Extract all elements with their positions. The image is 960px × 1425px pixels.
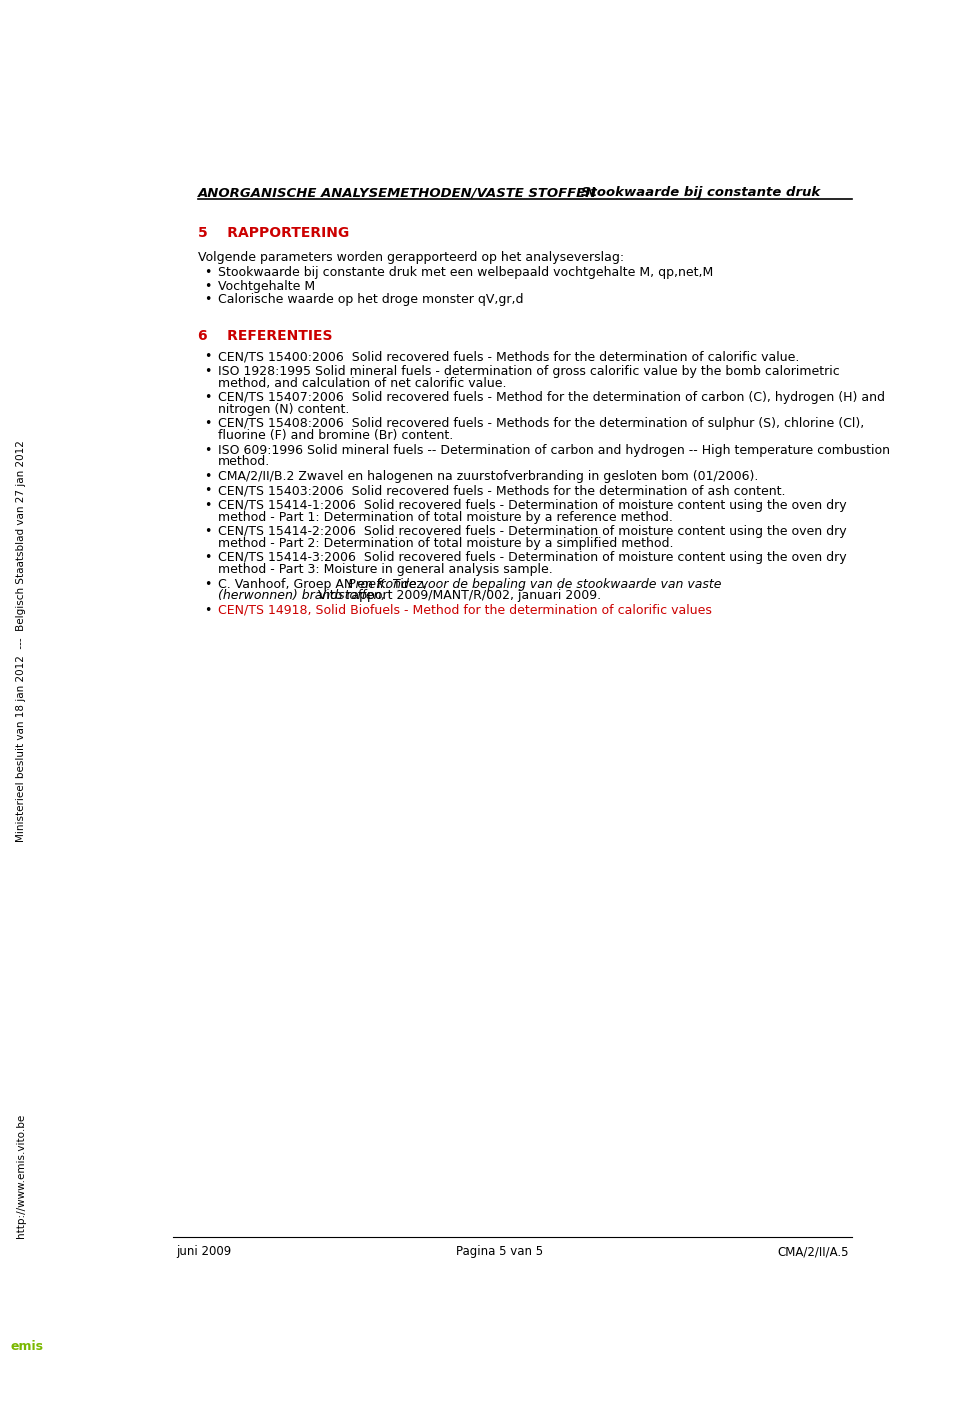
Text: 6    REFERENTIES: 6 REFERENTIES — [198, 329, 332, 343]
Text: CMA/2/II/B.2 Zwavel en halogenen na zuurstofverbranding in gesloten bom (01/2006: CMA/2/II/B.2 Zwavel en halogenen na zuur… — [218, 470, 758, 483]
Text: Proefronde voor de bepaling van de stookwaarde van vaste: Proefronde voor de bepaling van de stook… — [348, 577, 722, 590]
Text: •: • — [204, 292, 211, 305]
Text: Volgende parameters worden gerapporteerd op het analyseverslag:: Volgende parameters worden gerapporteerd… — [198, 251, 624, 264]
Text: CEN/TS 15414-2:2006  Solid recovered fuels - Determination of moisture content u: CEN/TS 15414-2:2006 Solid recovered fuel… — [218, 526, 847, 539]
Text: •: • — [204, 443, 211, 456]
Text: ISO 1928:1995 Solid mineral fuels - determination of gross calorific value by th: ISO 1928:1995 Solid mineral fuels - dete… — [218, 365, 839, 378]
Text: method - Part 1: Determination of total moisture by a reference method.: method - Part 1: Determination of total … — [218, 510, 673, 523]
Text: CEN/TS 15408:2006  Solid recovered fuels - Methods for the determination of sulp: CEN/TS 15408:2006 Solid recovered fuels … — [218, 418, 864, 430]
Text: •: • — [204, 604, 211, 617]
Text: •: • — [204, 266, 211, 279]
Text: CEN/TS 15407:2006  Solid recovered fuels - Method for the determination of carbo: CEN/TS 15407:2006 Solid recovered fuels … — [218, 392, 885, 405]
Text: fluorine (F) and bromine (Br) content.: fluorine (F) and bromine (Br) content. — [218, 429, 453, 442]
Text: CEN/TS 15400:2006  Solid recovered fuels - Methods for the determination of calo: CEN/TS 15400:2006 Solid recovered fuels … — [218, 351, 799, 363]
Text: Ministerieel besluit van 18 jan 2012  ---  Belgisch Staatsblad van 27 jan 2012: Ministerieel besluit van 18 jan 2012 ---… — [16, 440, 26, 842]
Text: CEN/TS 15403:2006  Solid recovered fuels - Methods for the determination of ash : CEN/TS 15403:2006 Solid recovered fuels … — [218, 485, 785, 497]
Text: •: • — [204, 526, 211, 539]
Text: method, and calculation of net calorific value.: method, and calculation of net calorific… — [218, 376, 506, 389]
Text: Stookwaarde bij constante druk met een welbepaald vochtgehalte M, qp,net,M: Stookwaarde bij constante druk met een w… — [218, 266, 713, 279]
Text: Vochtgehalte M: Vochtgehalte M — [218, 279, 315, 292]
Text: (herwonnen) brandstoffen,: (herwonnen) brandstoffen, — [218, 589, 385, 603]
Text: Pagina 5 van 5: Pagina 5 van 5 — [456, 1245, 543, 1258]
Text: method.: method. — [218, 455, 270, 469]
Text: ISO 609:1996 Solid mineral fuels -- Determination of carbon and hydrogen -- High: ISO 609:1996 Solid mineral fuels -- Dete… — [218, 443, 890, 456]
Text: •: • — [204, 279, 211, 292]
Text: •: • — [204, 418, 211, 430]
Text: http://www.emis.vito.be: http://www.emis.vito.be — [16, 1113, 26, 1238]
Text: CEN/TS 15414-1:2006  Solid recovered fuels - Determination of moisture content u: CEN/TS 15414-1:2006 Solid recovered fuel… — [218, 499, 847, 512]
Text: C. Vanhoof, Groep AN en K. Tirez,: C. Vanhoof, Groep AN en K. Tirez, — [218, 577, 431, 590]
Text: •: • — [204, 499, 211, 512]
Text: juni 2009: juni 2009 — [176, 1245, 231, 1258]
Text: nitrogen (N) content.: nitrogen (N) content. — [218, 403, 349, 416]
Text: 5    RAPPORTERING: 5 RAPPORTERING — [198, 227, 348, 241]
Text: •: • — [204, 392, 211, 405]
Text: •: • — [204, 351, 211, 363]
Text: method - Part 2: Determination of total moisture by a simplified method.: method - Part 2: Determination of total … — [218, 537, 673, 550]
Text: •: • — [204, 485, 211, 497]
Text: Calorische waarde op het droge monster qV,gr,d: Calorische waarde op het droge monster q… — [218, 292, 523, 305]
Text: Stookwaarde bij constante druk: Stookwaarde bij constante druk — [581, 187, 821, 200]
Text: Vito rapport 2009/MANT/R/002, januari 2009.: Vito rapport 2009/MANT/R/002, januari 20… — [314, 589, 601, 603]
Text: •: • — [204, 551, 211, 564]
Text: •: • — [204, 470, 211, 483]
Text: ANORGANISCHE ANALYSEMETHODEN/VASTE STOFFEN: ANORGANISCHE ANALYSEMETHODEN/VASTE STOFF… — [198, 187, 597, 200]
Text: •: • — [204, 365, 211, 378]
Text: CEN/TS 15414-3:2006  Solid recovered fuels - Determination of moisture content u: CEN/TS 15414-3:2006 Solid recovered fuel… — [218, 551, 847, 564]
Text: CMA/2/II/A.5: CMA/2/II/A.5 — [777, 1245, 849, 1258]
Text: •: • — [204, 577, 211, 590]
Text: emis: emis — [11, 1340, 43, 1354]
Text: CEN/TS 14918, Solid Biofuels - Method for the determination of calorific values: CEN/TS 14918, Solid Biofuels - Method fo… — [218, 604, 711, 617]
Text: method - Part 3: Moisture in general analysis sample.: method - Part 3: Moisture in general ana… — [218, 563, 552, 576]
